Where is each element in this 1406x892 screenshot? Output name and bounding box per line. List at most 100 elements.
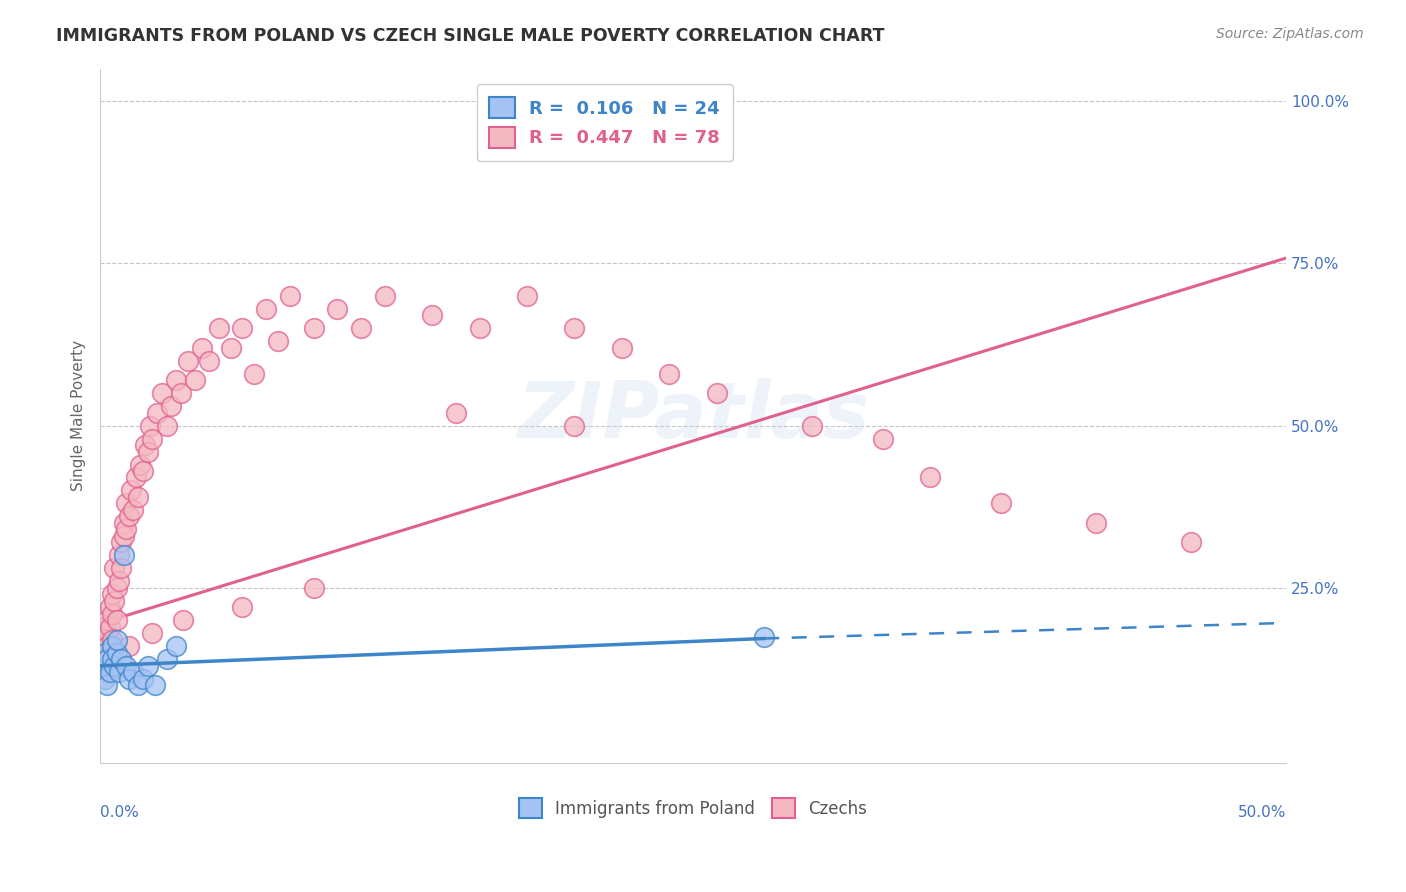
Point bbox=[108, 665, 131, 680]
Point bbox=[96, 613, 118, 627]
Point bbox=[516, 289, 538, 303]
Point bbox=[115, 496, 138, 510]
Point bbox=[231, 600, 253, 615]
Point bbox=[141, 432, 163, 446]
Point bbox=[155, 652, 177, 666]
Point bbox=[165, 640, 187, 654]
Point bbox=[243, 367, 266, 381]
Point bbox=[112, 529, 135, 543]
Point bbox=[136, 658, 159, 673]
Point bbox=[420, 308, 443, 322]
Point bbox=[267, 334, 290, 348]
Point bbox=[105, 632, 128, 647]
Point bbox=[231, 321, 253, 335]
Point bbox=[112, 516, 135, 530]
Point bbox=[122, 665, 145, 680]
Point bbox=[184, 373, 207, 387]
Text: ZIPatlas: ZIPatlas bbox=[517, 378, 869, 454]
Point bbox=[101, 640, 124, 654]
Point bbox=[706, 386, 728, 401]
Point bbox=[134, 438, 156, 452]
Point bbox=[105, 613, 128, 627]
Point bbox=[98, 665, 121, 680]
Point bbox=[108, 574, 131, 589]
Point bbox=[136, 444, 159, 458]
Text: IMMIGRANTS FROM POLAND VS CZECH SINGLE MALE POVERTY CORRELATION CHART: IMMIGRANTS FROM POLAND VS CZECH SINGLE M… bbox=[56, 27, 884, 45]
Point bbox=[146, 406, 169, 420]
Point bbox=[198, 353, 221, 368]
Point bbox=[112, 549, 135, 563]
Point bbox=[278, 289, 301, 303]
Point bbox=[1085, 516, 1108, 530]
Point bbox=[127, 678, 149, 692]
Point bbox=[165, 373, 187, 387]
Point bbox=[468, 321, 491, 335]
Point bbox=[94, 646, 117, 660]
Point bbox=[96, 626, 118, 640]
Point bbox=[132, 672, 155, 686]
Point bbox=[98, 620, 121, 634]
Point bbox=[302, 321, 325, 335]
Point bbox=[326, 301, 349, 316]
Point bbox=[754, 630, 776, 644]
Point bbox=[150, 386, 173, 401]
Point bbox=[103, 658, 125, 673]
Point bbox=[103, 561, 125, 575]
Point bbox=[94, 672, 117, 686]
Point bbox=[91, 658, 114, 673]
Point bbox=[101, 607, 124, 621]
Point bbox=[101, 632, 124, 647]
Point bbox=[208, 321, 231, 335]
Point bbox=[254, 301, 277, 316]
Point bbox=[350, 321, 373, 335]
Text: 0.0%: 0.0% bbox=[100, 805, 139, 820]
Point bbox=[94, 646, 117, 660]
Point bbox=[122, 503, 145, 517]
Point bbox=[658, 367, 681, 381]
Point bbox=[374, 289, 396, 303]
Point bbox=[117, 640, 139, 654]
Point bbox=[98, 646, 121, 660]
Y-axis label: Single Male Poverty: Single Male Poverty bbox=[72, 340, 86, 491]
Point bbox=[172, 613, 194, 627]
Point bbox=[132, 464, 155, 478]
Point bbox=[872, 432, 894, 446]
Point bbox=[101, 652, 124, 666]
Point bbox=[110, 652, 132, 666]
Point bbox=[302, 581, 325, 595]
Point bbox=[610, 341, 633, 355]
Point bbox=[990, 496, 1012, 510]
Point bbox=[115, 658, 138, 673]
Point bbox=[191, 341, 214, 355]
Point bbox=[444, 406, 467, 420]
Point bbox=[91, 658, 114, 673]
Point bbox=[127, 490, 149, 504]
Point bbox=[105, 581, 128, 595]
Point bbox=[117, 509, 139, 524]
Point bbox=[105, 646, 128, 660]
Point bbox=[115, 523, 138, 537]
Point bbox=[120, 483, 142, 498]
Point bbox=[155, 418, 177, 433]
Point bbox=[96, 678, 118, 692]
Point bbox=[110, 561, 132, 575]
Point bbox=[1180, 535, 1202, 549]
Point bbox=[101, 587, 124, 601]
Point bbox=[117, 672, 139, 686]
Point bbox=[103, 594, 125, 608]
Text: 50.0%: 50.0% bbox=[1237, 805, 1286, 820]
Point bbox=[108, 549, 131, 563]
Text: Source: ZipAtlas.com: Source: ZipAtlas.com bbox=[1216, 27, 1364, 41]
Point bbox=[98, 600, 121, 615]
Legend: Immigrants from Poland, Czechs: Immigrants from Poland, Czechs bbox=[512, 792, 875, 824]
Point bbox=[160, 399, 183, 413]
Point bbox=[139, 418, 162, 433]
Point bbox=[129, 458, 152, 472]
Point bbox=[125, 470, 148, 484]
Point bbox=[920, 470, 942, 484]
Point bbox=[564, 321, 586, 335]
Point bbox=[91, 632, 114, 647]
Point bbox=[800, 418, 823, 433]
Point bbox=[170, 386, 193, 401]
Point bbox=[94, 620, 117, 634]
